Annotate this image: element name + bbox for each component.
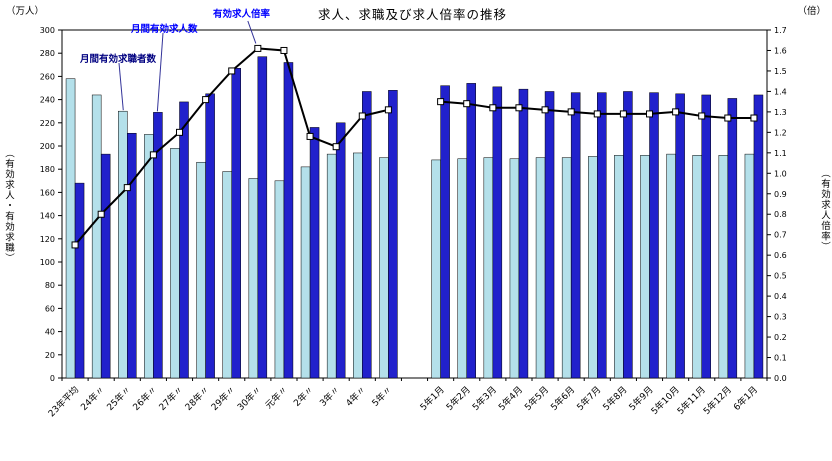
svg-text:元年〃: 元年〃 — [262, 384, 290, 412]
x-axis-ticks — [61, 378, 768, 381]
svg-text:0.1: 0.1 — [774, 354, 787, 363]
svg-text:1.2: 1.2 — [774, 128, 787, 137]
svg-text:60: 60 — [45, 304, 55, 313]
svg-text:5年6月: 5年6月 — [548, 384, 577, 413]
svg-text:0.6: 0.6 — [774, 251, 787, 260]
svg-text:23年平均: 23年平均 — [46, 384, 82, 420]
svg-text:0.9: 0.9 — [774, 190, 787, 199]
svg-text:1.0: 1.0 — [774, 169, 787, 178]
svg-text:1.1: 1.1 — [774, 149, 787, 158]
svg-text:1.3: 1.3 — [774, 108, 787, 117]
svg-text:1.5: 1.5 — [774, 67, 787, 76]
svg-text:3年〃: 3年〃 — [317, 384, 342, 409]
svg-text:200: 200 — [40, 142, 55, 151]
svg-text:5年8月: 5年8月 — [600, 384, 629, 413]
svg-text:1.4: 1.4 — [774, 87, 787, 96]
svg-text:24年〃: 24年〃 — [78, 384, 107, 413]
svg-text:2年〃: 2年〃 — [291, 384, 316, 409]
annotation-leader-lines — [118, 20, 257, 112]
svg-text:6年1月: 6年1月 — [731, 384, 760, 413]
svg-text:5年1月: 5年1月 — [417, 384, 446, 413]
svg-text:5年3月: 5年3月 — [470, 384, 499, 413]
plot-frame — [61, 29, 768, 379]
svg-text:80: 80 — [45, 281, 55, 290]
svg-text:180: 180 — [40, 165, 55, 174]
svg-text:5年12月: 5年12月 — [701, 384, 734, 417]
svg-text:28年〃: 28年〃 — [182, 384, 211, 413]
svg-text:29年〃: 29年〃 — [209, 384, 238, 413]
bars-seekers — [65, 78, 755, 379]
svg-text:30年〃: 30年〃 — [235, 384, 264, 413]
svg-text:300: 300 — [40, 26, 55, 35]
svg-text:0.5: 0.5 — [774, 272, 787, 281]
svg-text:140: 140 — [40, 212, 55, 221]
svg-text:5年7月: 5年7月 — [574, 384, 603, 413]
svg-text:0.8: 0.8 — [774, 210, 787, 219]
svg-text:27年〃: 27年〃 — [156, 384, 185, 413]
left-axis-title: （有効求人・有効求職） — [3, 148, 14, 264]
svg-text:5年2月: 5年2月 — [444, 384, 473, 413]
left-axis: 0 20 40 60 80 100 120 140 160 180 200 220 240 260 280 3… — [40, 26, 62, 383]
svg-text:26年〃: 26年〃 — [130, 384, 159, 413]
svg-text:240: 240 — [40, 96, 55, 105]
svg-text:100: 100 — [40, 258, 55, 267]
svg-text:0: 0 — [50, 374, 55, 383]
svg-text:0.4: 0.4 — [774, 292, 787, 301]
svg-text:0.3: 0.3 — [774, 313, 787, 322]
ratio-markers — [71, 44, 758, 249]
svg-text:20: 20 — [45, 351, 55, 360]
svg-text:1.6: 1.6 — [774, 46, 787, 55]
svg-text:260: 260 — [40, 72, 55, 81]
svg-text:280: 280 — [40, 49, 55, 58]
annotation-ratio-label: 有効求人倍率 — [213, 9, 271, 20]
right-axis-title: （有効求人倍率） — [819, 168, 830, 252]
right-axis: 0.0 0.1 0.2 0.3 0.4 0.5 0.6 0.7 0.8 0.9 1.0 1.1 1.2 1… — [767, 26, 787, 383]
svg-text:40: 40 — [45, 328, 55, 337]
svg-text:0.0: 0.0 — [774, 374, 787, 383]
svg-text:5年5月: 5年5月 — [522, 384, 551, 413]
left-axis-unit: （万人） — [6, 6, 45, 17]
annotation-openings-label: 月間有効求人数 — [131, 24, 198, 35]
chart-title: 求人、求職及び求人倍率の推移 — [318, 7, 508, 22]
bars-openings — [74, 56, 764, 379]
svg-text:4年〃: 4年〃 — [343, 384, 368, 409]
svg-text:5年4月: 5年4月 — [496, 384, 525, 413]
svg-text:5年〃: 5年〃 — [369, 384, 394, 409]
svg-text:220: 220 — [40, 119, 55, 128]
annotation-seekers-label: 月間有効求職者数 — [80, 54, 157, 65]
svg-text:160: 160 — [40, 188, 55, 197]
svg-text:0.2: 0.2 — [774, 333, 787, 342]
right-axis-unit: （倍） — [797, 6, 826, 17]
svg-text:120: 120 — [40, 235, 55, 244]
svg-text:1.7: 1.7 — [774, 26, 787, 35]
svg-text:0.7: 0.7 — [774, 231, 787, 240]
svg-text:25年〃: 25年〃 — [104, 384, 133, 413]
